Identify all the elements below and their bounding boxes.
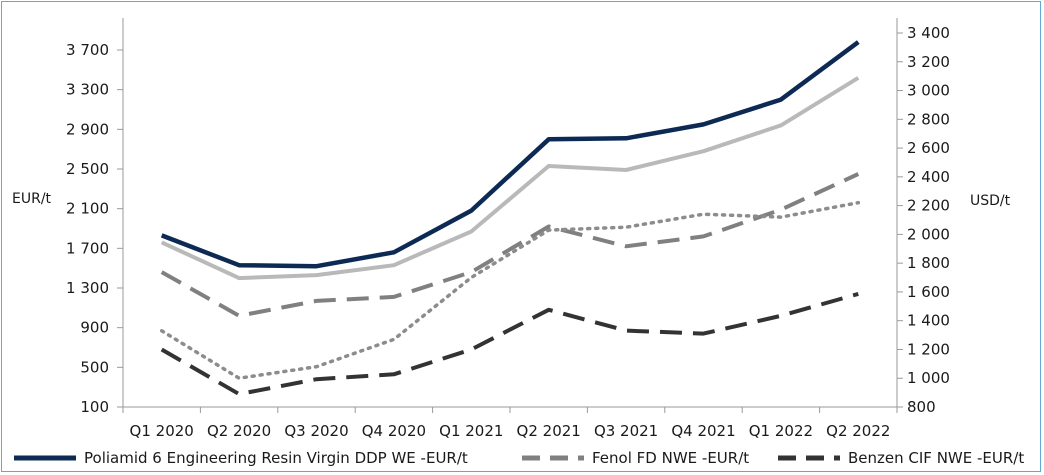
y-right-tick-label: 800 (907, 398, 936, 416)
y-right-tick-label: 3 200 (907, 53, 950, 71)
legend-label: Fenol FD NWE -EUR/t (592, 449, 749, 467)
y-left-tick-label: 1 300 (66, 279, 109, 297)
x-tick-label: Q3 2020 (284, 422, 348, 440)
y-right-tick-label: 2 600 (907, 139, 950, 157)
y-left-tick-label: 3 300 (66, 81, 109, 99)
series-line-3 (160, 172, 860, 318)
x-tick-label: Q2 2021 (517, 422, 581, 440)
y-left-tick-label: 100 (80, 398, 109, 416)
series-line-5 (160, 291, 859, 397)
y-left-tick-label: 2 100 (66, 200, 109, 218)
series-line-1 (160, 40, 860, 269)
legend: Poliamid 6 Engineering Resin Virgin DDP … (14, 449, 1024, 467)
x-tick-label: Q4 2020 (362, 422, 426, 440)
x-tick-label: Q3 2021 (594, 422, 658, 440)
y-right-tick-label: 2 000 (907, 225, 950, 243)
y-axis-left-label: EUR/t (12, 191, 52, 207)
x-tick-label: Q2 2022 (826, 422, 890, 440)
y-right-tick-label: 1 000 (907, 369, 950, 387)
x-tick-label: Q1 2020 (130, 422, 194, 440)
y-left-tick-label: 2 500 (66, 160, 109, 178)
y-left-tick-label: 3 700 (66, 41, 109, 59)
y-right-tick-label: 2 200 (907, 197, 950, 215)
series-line-4 (159, 200, 861, 380)
y-right-tick-label: 1 600 (907, 283, 950, 301)
y-right-tick-label: 1 400 (907, 312, 950, 330)
series-line-2 (160, 76, 860, 281)
x-tick-label: Q4 2021 (671, 422, 735, 440)
x-tick-label: Q1 2021 (439, 422, 503, 440)
y-left-tick-label: 500 (80, 358, 109, 376)
y-right-tick-label: 3 000 (907, 82, 950, 100)
y-axis-right-label: USD/t (970, 193, 1011, 209)
y-left-tick-label: 2 900 (66, 120, 109, 138)
legend-label: Benzen CIF NWE -EUR/t (848, 449, 1024, 467)
y-left-tick-label: 1 700 (66, 239, 109, 257)
legend-label: Poliamid 6 Engineering Resin Virgin DDP … (84, 449, 468, 467)
y-left-tick-label: 900 (80, 319, 109, 337)
y-right-tick-label: 3 400 (907, 24, 950, 42)
y-right-tick-label: 2 800 (907, 110, 950, 128)
series-lines (159, 40, 861, 397)
x-tick-label: Q2 2020 (207, 422, 271, 440)
y-right-tick-label: 1 800 (907, 254, 950, 272)
y-right-tick-label: 1 200 (907, 340, 950, 358)
y-right-tick-label: 2 400 (907, 168, 950, 186)
axes: 3 700 3 300 2 900 2 500 2 100 1 700 1 300 900 50… (66, 18, 950, 440)
x-tick-label: Q1 2022 (749, 422, 813, 440)
